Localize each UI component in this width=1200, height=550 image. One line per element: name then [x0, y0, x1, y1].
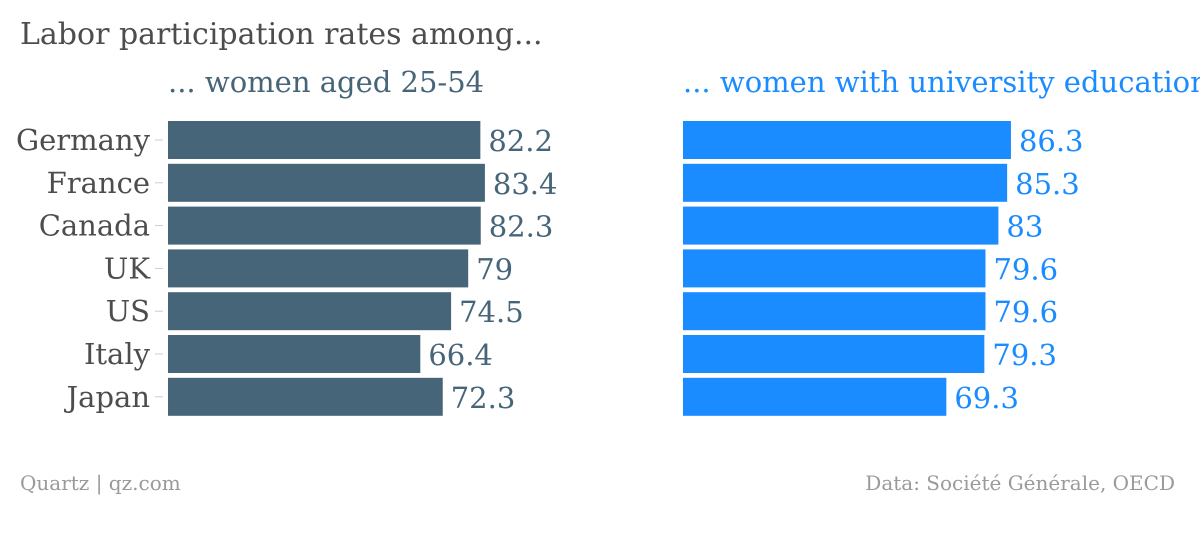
footer-credit: Quartz | qz.com: [20, 471, 181, 496]
bar-france-series-1: [683, 163, 1008, 202]
value-label-italy-series-0: 66.4: [428, 338, 493, 372]
value-label-france-series-1: 85.3: [1015, 167, 1080, 201]
category-label-japan: Japan: [64, 380, 150, 414]
value-label-us-series-1: 79.6: [993, 295, 1058, 329]
category-label-france: France: [47, 166, 150, 200]
bar-canada-series-0: [168, 206, 481, 245]
chart-title: Labor participation rates among...: [20, 17, 543, 52]
bar-uk-series-0: [168, 249, 469, 288]
bar-italy-series-1: [683, 335, 985, 373]
bar-us-series-0: [168, 292, 452, 331]
category-labels: Germany France Canada UK US Italy Japan: [16, 123, 151, 414]
value-label-italy-series-1: 79.3: [992, 338, 1057, 372]
footer-source: Data: Société Générale, OECD: [865, 471, 1175, 495]
value-label-canada-series-1: 83: [1006, 210, 1043, 244]
panel-title-women-25-54: ... women aged 25-54: [168, 65, 484, 99]
panel-university-education: 86.3 85.3 83 79.6 79.6 79.3 69.3: [683, 121, 1084, 416]
bar-germany-series-0: [168, 121, 481, 159]
value-label-us-series-0: 74.5: [459, 295, 524, 329]
category-label-canada: Canada: [39, 209, 150, 243]
value-label-uk-series-0: 79: [476, 252, 513, 286]
category-label-italy: Italy: [84, 337, 151, 371]
value-label-germany-series-0: 82.2: [488, 124, 553, 158]
category-label-us: US: [106, 294, 150, 328]
value-label-germany-series-1: 86.3: [1019, 124, 1084, 158]
value-label-japan-series-1: 69.3: [954, 381, 1019, 415]
bar-germany-series-1: [683, 121, 1011, 159]
panel-women-25-54: 82.2 83.4 82.3 79 74.5 66.4 72.3: [168, 121, 557, 416]
value-label-france-series-0: 83.4: [493, 167, 558, 201]
value-label-canada-series-0: 82.3: [489, 210, 554, 244]
bar-italy-series-0: [168, 335, 421, 373]
bar-france-series-0: [168, 163, 485, 202]
bar-uk-series-1: [683, 249, 986, 288]
bar-canada-series-1: [683, 206, 999, 245]
bar-japan-series-0: [168, 377, 443, 416]
category-label-germany: Germany: [16, 123, 151, 157]
category-ticks: [155, 139, 163, 398]
category-label-uk: UK: [104, 251, 151, 285]
value-label-uk-series-1: 79.6: [993, 252, 1058, 286]
bar-japan-series-1: [683, 377, 947, 416]
bar-us-series-1: [683, 292, 986, 331]
panel-title-university-education: ... women with university education: [683, 65, 1200, 99]
value-label-japan-series-0: 72.3: [451, 381, 516, 415]
